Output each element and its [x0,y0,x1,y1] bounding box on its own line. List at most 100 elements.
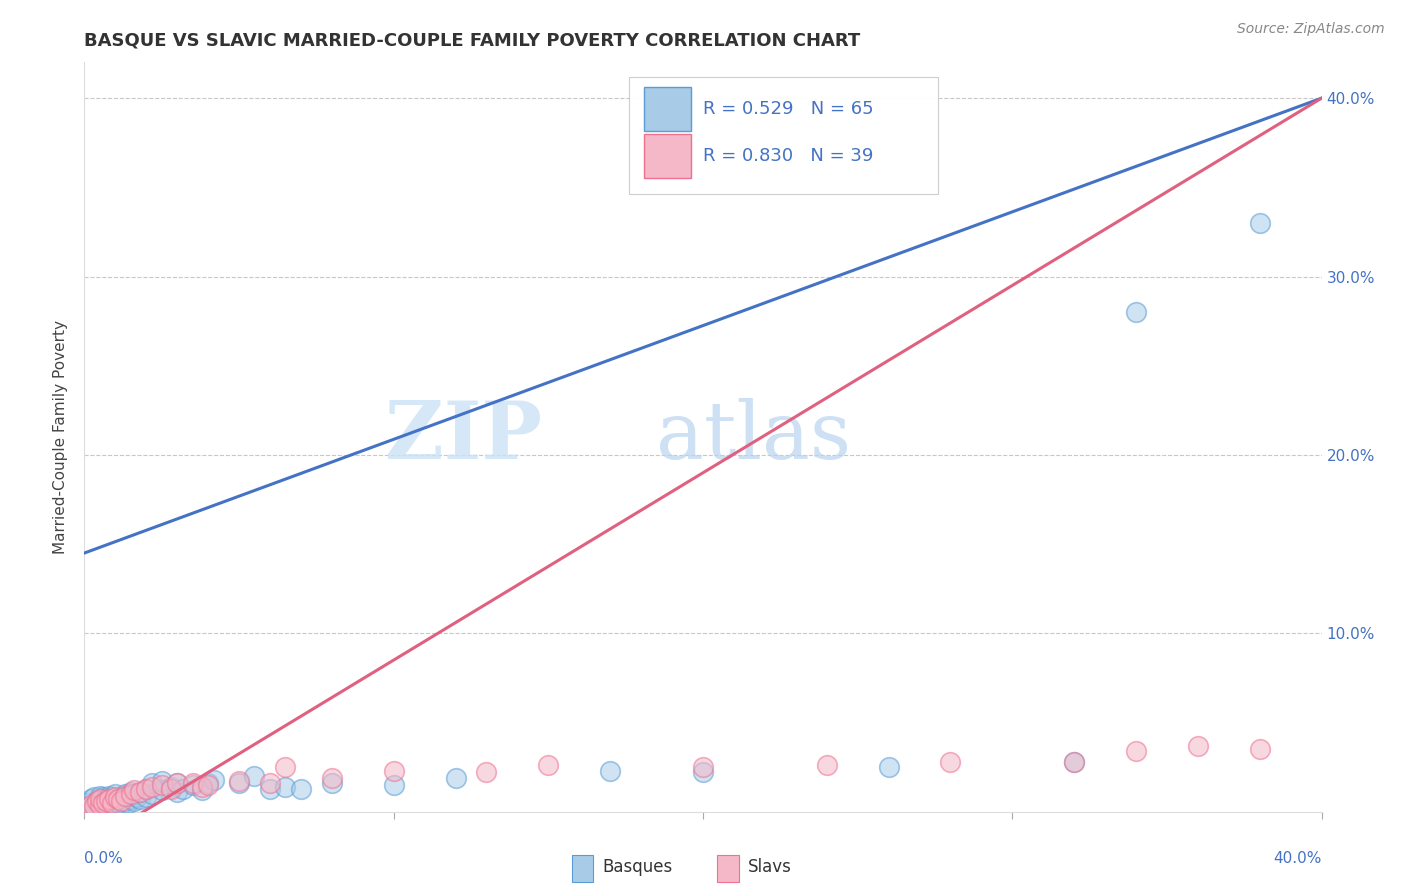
Point [475,765,498,780]
Point [117,789,139,803]
Point [129,792,152,806]
Point [599,764,621,778]
Bar [644,135,690,178]
Point [114,794,136,808]
Point [1063,755,1085,769]
Point [259,776,281,790]
Text: atlas: atlas [657,398,852,476]
Point [79,797,101,812]
Text: Slavs: Slavs [748,858,792,877]
Point [141,780,163,794]
Point [91,797,114,812]
Point [94,799,117,814]
Point [197,778,219,792]
Point [166,776,188,790]
Point [228,774,250,789]
Point [141,787,163,801]
Point [89,801,111,815]
Point [86,799,108,814]
Point [172,781,194,796]
Point [98,792,121,806]
Text: R = 0.830   N = 39: R = 0.830 N = 39 [703,147,873,165]
Point [94,792,117,806]
Point [135,781,157,796]
Point [79,799,101,814]
Point [160,780,183,794]
Text: 40.0%: 40.0% [1274,851,1322,865]
Point [444,771,467,785]
Text: BASQUE VS SLAVIC MARRIED-COUPLE FAMILY POVERTY CORRELATION CHART: BASQUE VS SLAVIC MARRIED-COUPLE FAMILY P… [84,32,860,50]
Point [104,794,127,808]
Point [76,801,98,815]
Point [150,778,173,792]
Point [120,785,142,799]
Point [91,796,114,810]
Point [135,781,157,796]
Point [150,783,173,797]
Point [129,785,152,799]
Point [117,796,139,810]
Point [1187,739,1209,753]
Point [120,792,142,806]
Point [122,787,145,801]
Point [104,799,127,814]
Point [83,797,105,812]
Point [94,794,117,808]
Point [166,776,188,790]
Point [939,755,962,769]
Bar [644,87,690,130]
Point [101,790,124,805]
Point [114,789,136,803]
Point [79,792,101,806]
FancyBboxPatch shape [628,78,938,194]
Point [1249,742,1271,756]
Point [114,787,136,801]
Point [76,796,98,810]
Point [83,799,105,814]
Text: ZIP: ZIP [385,398,543,476]
Point [1125,305,1147,319]
Point [86,794,108,808]
Point [692,760,714,774]
Point [104,790,127,805]
Text: 0.0%: 0.0% [84,851,124,865]
Point [150,774,173,789]
Point [89,789,111,803]
Point [1249,216,1271,230]
Point [181,778,204,792]
Point [101,797,124,812]
Bar [717,855,738,881]
Point [202,772,225,787]
Text: R = 0.529   N = 65: R = 0.529 N = 65 [703,100,873,118]
Point [107,792,129,806]
Point [91,790,114,805]
Point [89,797,111,812]
Point [274,780,297,794]
Point [382,778,405,792]
Point [259,781,281,796]
Point [104,787,127,801]
Point [1125,744,1147,758]
Point [83,801,105,815]
Point [160,781,183,796]
Point [107,796,129,810]
Point [125,790,148,805]
Point [274,760,297,774]
Point [321,771,343,785]
Point [1063,755,1085,769]
Point [89,792,111,806]
Point [83,790,105,805]
Point [141,776,163,790]
Point [537,758,560,772]
Point [120,787,142,801]
Point [98,789,121,803]
Point [191,780,214,794]
Point [382,764,405,778]
Y-axis label: Married-Couple Family Poverty: Married-Couple Family Poverty [53,320,69,554]
Point [243,769,266,783]
Point [110,797,132,812]
Point [122,783,145,797]
Point [877,760,900,774]
Point [191,783,214,797]
Point [122,794,145,808]
